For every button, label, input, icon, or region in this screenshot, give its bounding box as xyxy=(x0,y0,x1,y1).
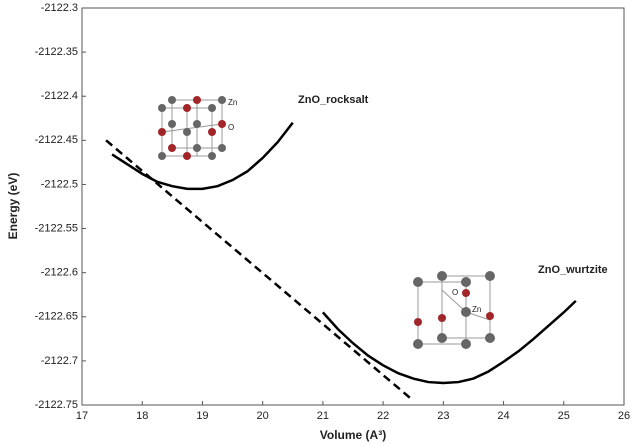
common-tangent xyxy=(105,139,415,402)
y-axis-label: Energy (eV) xyxy=(6,173,20,240)
inset-label: Zn xyxy=(472,305,481,314)
x-tick-label: 18 xyxy=(136,410,148,422)
y-tick-label: -2122.6 xyxy=(41,267,78,279)
energy-curve xyxy=(321,299,577,385)
y-tick-label: -2122.5 xyxy=(41,178,78,190)
y-tick-label: -2122.55 xyxy=(35,222,78,234)
y-tick-label: -2122.7 xyxy=(41,355,78,367)
wurtzite-inset xyxy=(413,271,495,349)
x-tick-label: 22 xyxy=(377,410,389,422)
energy-curve xyxy=(111,121,294,191)
x-tick-label: 25 xyxy=(558,410,570,422)
x-tick-label: 21 xyxy=(317,410,329,422)
y-tick-label: -2122.75 xyxy=(35,399,78,411)
series-label: ZnO_rocksalt xyxy=(298,94,369,106)
y-tick-label: -2122.3 xyxy=(41,2,78,14)
x-tick-label: 20 xyxy=(257,410,269,422)
x-tick-label: 17 xyxy=(76,410,88,422)
x-tick-label: 23 xyxy=(437,410,449,422)
x-axis-label: Volume (A³) xyxy=(320,428,386,442)
y-tick-label: -2122.35 xyxy=(35,46,78,58)
inset-label: O xyxy=(228,123,234,132)
y-tick-label: -2122.4 xyxy=(41,90,78,102)
y-tick-label: -2122.45 xyxy=(35,134,78,146)
y-tick-label: -2122.65 xyxy=(35,311,78,323)
inset-label: Zn xyxy=(228,98,237,107)
rocksalt-inset xyxy=(158,96,226,160)
x-tick-label: 24 xyxy=(497,410,509,422)
x-tick-label: 19 xyxy=(196,410,208,422)
inset-label: O xyxy=(452,288,458,297)
x-tick-label: 26 xyxy=(618,410,630,422)
series-label: ZnO_wurtzite xyxy=(538,264,608,276)
plot-frame xyxy=(81,7,625,406)
